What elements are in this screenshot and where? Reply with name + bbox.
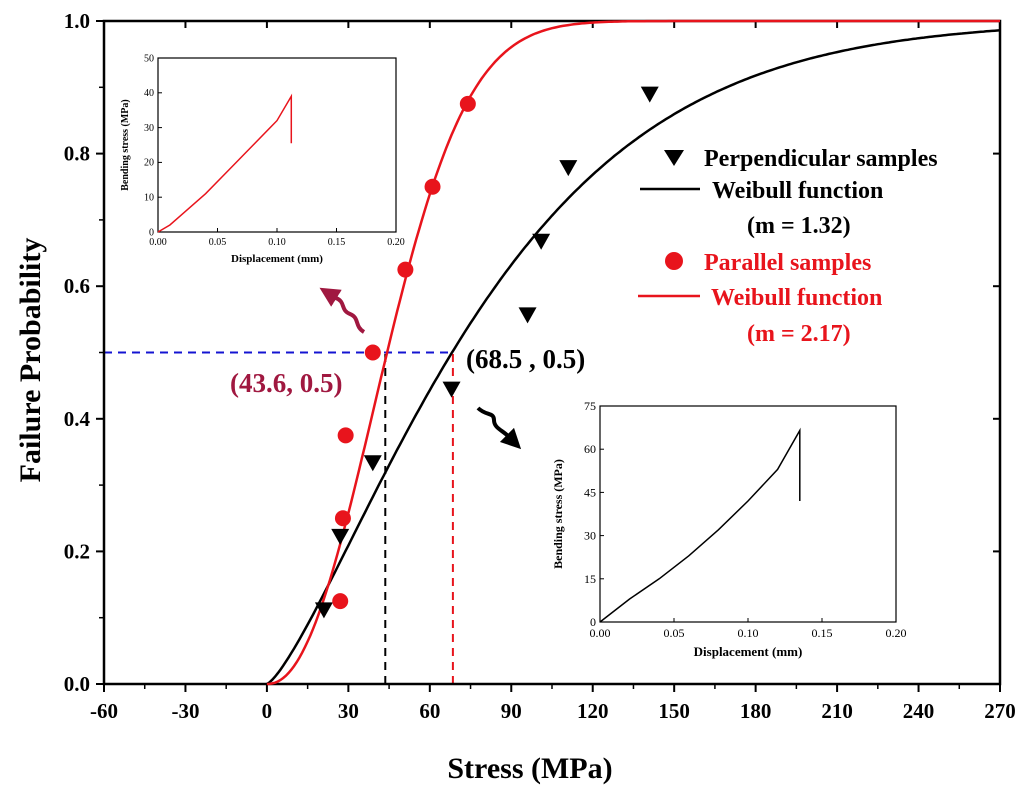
perpendicular-inset-x-tick-label: 0.05 — [664, 626, 685, 640]
y-tick-label: 0.4 — [64, 407, 91, 431]
perpendicular-inset-x-tick-label: 0.10 — [738, 626, 759, 640]
parallel-sample-point — [424, 178, 441, 195]
parallel-inset: 0.00 0.05 0.10 0.15 0.20 0 10 20 30 40 50 Displacem… — [120, 53, 405, 265]
x-tick-label: 180 — [740, 699, 772, 723]
x-tick-label: -60 — [90, 699, 118, 723]
parallel-sample-point — [337, 427, 354, 444]
perpendicular-inset-y-tick-label: 15 — [584, 572, 596, 586]
annotation-perpendicular-intersection: (68.5 , 0.5) — [466, 344, 585, 374]
perpendicular-inset-y-tick-label: 45 — [584, 485, 596, 499]
perpendicular-inset-x-tick-label: 0.15 — [812, 626, 833, 640]
x-tick-label: 30 — [338, 699, 359, 723]
perpendicular-inset-x-tick-label: 0.20 — [886, 626, 907, 640]
parallel-inset-x-tick-label: 0.05 — [209, 237, 227, 248]
parallel-sample-point — [364, 344, 381, 361]
parallel-inset-y-tick-label: 20 — [144, 158, 154, 169]
parallel-inset-y-tick-label: 10 — [144, 193, 154, 204]
perpendicular-inset-y-tick-label: 75 — [584, 399, 596, 413]
annotation-parallel-intersection: (43.6, 0.5) — [230, 368, 342, 398]
parallel-inset-y-axis-title: Bending stress (MPa) — [120, 99, 131, 190]
perpendicular-inset-y-axis-title: Bending stress (MPa) — [551, 459, 565, 569]
y-tick-label: 0.2 — [64, 539, 90, 563]
legend-parallel-label: Parallel samples — [704, 250, 871, 276]
parallel-sample-point — [459, 95, 476, 112]
perpendicular-sample-point — [640, 86, 659, 103]
y-tick-label: 0.6 — [64, 274, 90, 298]
perpendicular-inset-pointer-arrow — [476, 406, 522, 450]
parallel-inset-frame — [157, 57, 397, 233]
perpendicular-sample-point — [518, 307, 537, 324]
parallel-inset-x-axis-title: Displacement (mm) — [231, 253, 323, 265]
y-tick-label: 1.0 — [64, 9, 90, 33]
x-axis-title: Stress (MPa) — [447, 752, 612, 785]
legend-perpendicular-label: Perpendicular samples — [704, 146, 938, 172]
x-tick-label: 120 — [577, 699, 609, 723]
weibull-curve-perpendicular — [266, 29, 1001, 686]
perpendicular-inset-x-tick-label: 0.00 — [590, 626, 611, 640]
parallel-inset-curve — [157, 93, 293, 233]
perpendicular-inset-y-tick-label: 30 — [584, 529, 596, 543]
legend-parallel-marker — [665, 252, 683, 270]
perpendicular-sample-point — [442, 381, 461, 398]
legend-red-weibull-modulus: (m = 2.17) — [747, 321, 851, 347]
parallel-inset-y-tick-label: 0 — [149, 227, 154, 238]
parallel-inset-x-tick-label: 0.10 — [268, 237, 286, 248]
legend-red-weibull-label: Weibull function — [711, 285, 882, 311]
perpendicular-inset-y-tick-label: 0 — [590, 615, 596, 629]
x-tick-label: 0 — [262, 699, 273, 723]
parallel-inset-x-tick-label: 0.00 — [149, 237, 167, 248]
perpendicular-sample-point — [331, 528, 350, 545]
x-tick-label: 210 — [821, 699, 853, 723]
perpendicular-inset-y-tick-label: 60 — [584, 442, 596, 456]
parallel-sample-point — [332, 593, 349, 610]
y-axis-title: Failure Probability — [14, 238, 47, 483]
perpendicular-inset-x-axis-title: Displacement (mm) — [694, 644, 803, 659]
legend-black-weibull-label: Weibull function — [712, 178, 883, 204]
x-tick-label: 90 — [501, 699, 522, 723]
y-tick-label: 0.0 — [64, 672, 90, 696]
parallel-inset-y-tick-label: 50 — [144, 53, 154, 64]
perpendicular-sample-point — [532, 233, 551, 250]
x-tick-label: 270 — [984, 699, 1016, 723]
perpendicular-sample-point — [363, 455, 382, 472]
x-tick-label: 240 — [903, 699, 935, 723]
perpendicular-inset: 0.00 0.05 0.10 0.15 0.20 0 15 30 45 60 75 Displacem… — [551, 399, 907, 659]
weibull-curve-parallel — [266, 19, 1000, 686]
perpendicular-inset-curve — [599, 427, 801, 623]
parallel-sample-point — [397, 261, 414, 278]
parallel-inset-y-tick-label: 30 — [144, 123, 154, 134]
perpendicular-sample-point — [314, 602, 333, 619]
parallel-inset-x-tick-label: 0.20 — [387, 237, 405, 248]
x-tick-label: -30 — [171, 699, 199, 723]
x-tick-label: 60 — [419, 699, 440, 723]
parallel-inset-x-tick-label: 0.15 — [328, 237, 346, 248]
legend-black-weibull-modulus: (m = 1.32) — [747, 213, 851, 239]
y-tick-label: 0.8 — [64, 142, 90, 166]
perpendicular-sample-point — [559, 160, 578, 177]
parallel-sample-point — [334, 510, 351, 527]
legend-perpendicular-marker — [664, 150, 684, 166]
parallel-inset-pointer-arrow — [319, 287, 366, 334]
parallel-inset-y-tick-label: 40 — [144, 88, 154, 99]
legend: Perpendicular samples Weibull function (… — [638, 146, 938, 347]
x-tick-label: 150 — [658, 699, 690, 723]
